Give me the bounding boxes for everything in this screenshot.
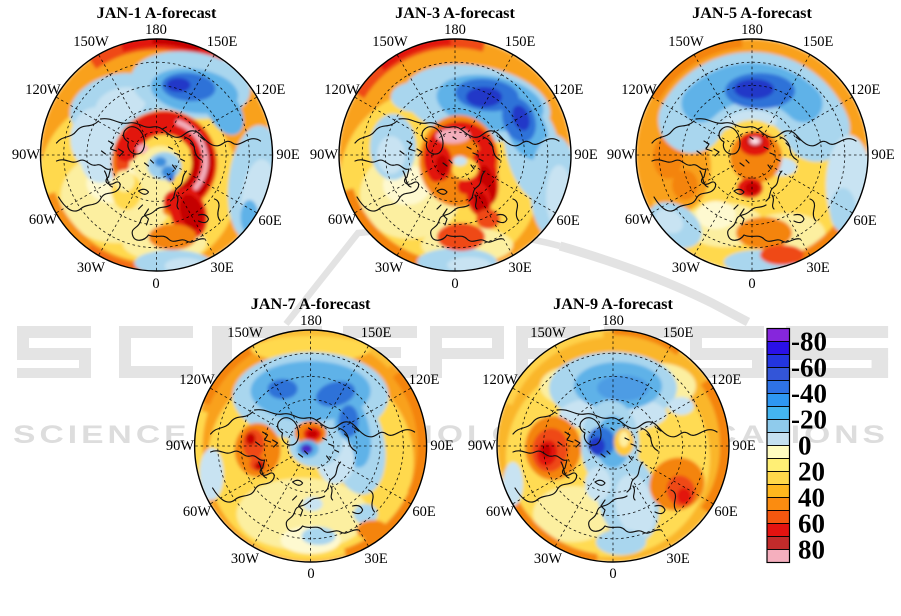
svg-text:120W: 120W bbox=[25, 82, 61, 98]
svg-text:90W: 90W bbox=[12, 147, 41, 163]
svg-text:JAN-7 A-forecast: JAN-7 A-forecast bbox=[251, 295, 371, 313]
svg-text:40: 40 bbox=[798, 483, 825, 513]
svg-text:120E: 120E bbox=[850, 82, 881, 98]
svg-text:120W: 120W bbox=[179, 372, 215, 388]
svg-text:30E: 30E bbox=[806, 260, 830, 276]
svg-text:90W: 90W bbox=[166, 438, 195, 454]
svg-text:80: 80 bbox=[798, 535, 825, 565]
svg-text:-80: -80 bbox=[791, 327, 827, 357]
svg-text:30W: 30W bbox=[534, 551, 563, 567]
svg-text:0: 0 bbox=[798, 431, 812, 461]
svg-text:0: 0 bbox=[451, 276, 458, 292]
svg-text:90W: 90W bbox=[607, 147, 636, 163]
svg-text:180: 180 bbox=[300, 313, 322, 329]
svg-text:150W: 150W bbox=[668, 34, 704, 50]
svg-text:0: 0 bbox=[748, 276, 755, 292]
svg-text:60E: 60E bbox=[714, 504, 738, 520]
svg-text:JAN-1 A-forecast: JAN-1 A-forecast bbox=[97, 4, 217, 22]
svg-text:90E: 90E bbox=[574, 147, 598, 163]
svg-text:150W: 150W bbox=[73, 34, 109, 50]
svg-text:90W: 90W bbox=[468, 438, 497, 454]
svg-text:60E: 60E bbox=[853, 213, 877, 229]
svg-text:120E: 120E bbox=[711, 372, 742, 388]
svg-text:90W: 90W bbox=[310, 147, 339, 163]
svg-text:60W: 60W bbox=[625, 212, 654, 228]
svg-text:30E: 30E bbox=[364, 551, 388, 567]
svg-text:30E: 30E bbox=[210, 260, 234, 276]
svg-text:30W: 30W bbox=[375, 260, 404, 276]
svg-text:180: 180 bbox=[145, 22, 167, 38]
svg-text:60W: 60W bbox=[29, 212, 58, 228]
svg-text:120E: 120E bbox=[553, 82, 584, 98]
svg-text:150E: 150E bbox=[207, 34, 238, 50]
svg-text:60W: 60W bbox=[486, 504, 515, 520]
svg-text:90E: 90E bbox=[430, 438, 454, 454]
svg-text:150W: 150W bbox=[372, 34, 408, 50]
svg-text:0: 0 bbox=[152, 276, 159, 292]
svg-text:JAN-5 A-forecast: JAN-5 A-forecast bbox=[692, 4, 812, 22]
svg-text:30W: 30W bbox=[77, 260, 106, 276]
svg-text:-20: -20 bbox=[791, 405, 827, 435]
svg-text:30E: 30E bbox=[508, 260, 532, 276]
svg-text:90E: 90E bbox=[871, 147, 895, 163]
svg-text:120E: 120E bbox=[409, 372, 440, 388]
svg-text:60E: 60E bbox=[556, 213, 580, 229]
svg-text:150E: 150E bbox=[663, 325, 694, 341]
svg-text:0: 0 bbox=[307, 566, 314, 582]
svg-text:150W: 150W bbox=[227, 325, 263, 341]
svg-text:60W: 60W bbox=[328, 212, 357, 228]
svg-text:150E: 150E bbox=[361, 325, 392, 341]
svg-text:30W: 30W bbox=[672, 260, 701, 276]
svg-text:60E: 60E bbox=[412, 504, 436, 520]
svg-text:30E: 30E bbox=[666, 551, 690, 567]
svg-text:90E: 90E bbox=[732, 438, 756, 454]
svg-text:20: 20 bbox=[798, 457, 825, 487]
svg-text:JAN-3 A-forecast: JAN-3 A-forecast bbox=[395, 4, 515, 22]
svg-text:120W: 120W bbox=[621, 82, 657, 98]
svg-text:-60: -60 bbox=[791, 353, 827, 383]
svg-text:120W: 120W bbox=[324, 82, 360, 98]
svg-text:JAN-9 A-forecast: JAN-9 A-forecast bbox=[553, 295, 673, 313]
svg-text:-40: -40 bbox=[791, 379, 827, 409]
svg-text:150W: 150W bbox=[530, 325, 566, 341]
svg-text:150E: 150E bbox=[505, 34, 536, 50]
svg-text:SCIENCE AND TECHNOLOGY PUBLICA: SCIENCE AND TECHNOLOGY PUBLICATIONS bbox=[13, 421, 889, 449]
svg-text:180: 180 bbox=[741, 22, 763, 38]
svg-text:180: 180 bbox=[602, 313, 624, 329]
svg-text:90E: 90E bbox=[276, 147, 300, 163]
svg-text:180: 180 bbox=[444, 22, 466, 38]
svg-text:30W: 30W bbox=[231, 551, 260, 567]
svg-text:120W: 120W bbox=[482, 372, 518, 388]
svg-text:120E: 120E bbox=[255, 82, 286, 98]
svg-text:60: 60 bbox=[798, 509, 825, 539]
svg-text:0: 0 bbox=[609, 566, 616, 582]
svg-text:60W: 60W bbox=[183, 504, 212, 520]
svg-text:60E: 60E bbox=[258, 213, 282, 229]
svg-text:150E: 150E bbox=[803, 34, 834, 50]
